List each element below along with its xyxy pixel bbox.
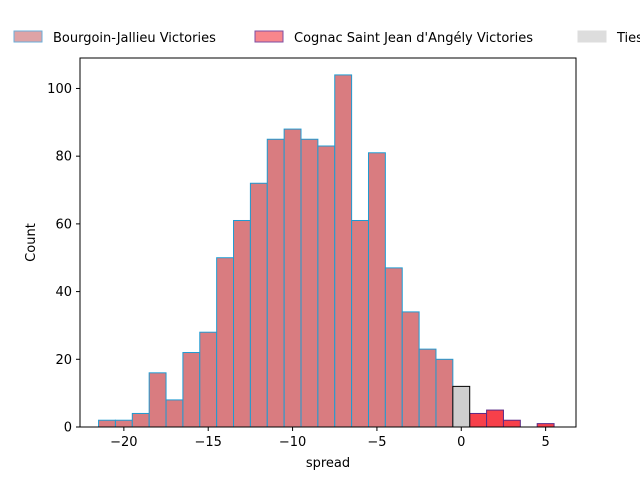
legend-swatch bbox=[577, 30, 607, 43]
y-tick-label: 60 bbox=[55, 217, 72, 232]
legend-item-3: Ties bbox=[577, 30, 640, 46]
bar-1-2 bbox=[114, 419, 133, 428]
bar-1-18 bbox=[384, 267, 403, 428]
y-axis-label: Count bbox=[24, 223, 39, 262]
bar-1-14 bbox=[317, 145, 336, 428]
legend: Bourgoin-Jallieu Victories Cognac Saint J… bbox=[13, 30, 640, 46]
bar-1-17 bbox=[367, 152, 386, 428]
y-axis-ticks: 0 20 40 60 80 100 bbox=[47, 82, 80, 436]
y-tick-label: 20 bbox=[55, 353, 72, 368]
y-tick-label: 100 bbox=[47, 82, 72, 97]
legend-swatch bbox=[13, 30, 43, 43]
legend-label: Ties bbox=[616, 31, 640, 46]
bar-1-8 bbox=[216, 257, 235, 428]
y-tick-label: 80 bbox=[55, 150, 72, 165]
x-tick-label: 0 bbox=[457, 435, 465, 450]
x-tick-label: −5 bbox=[367, 435, 386, 450]
legend-swatch bbox=[254, 30, 284, 43]
bar-1-13 bbox=[300, 138, 319, 428]
y-tick-label: 40 bbox=[55, 285, 72, 300]
bar-2-2 bbox=[486, 409, 504, 428]
bar-1-15 bbox=[334, 74, 353, 428]
bar-2-3 bbox=[502, 419, 521, 428]
bar-1-7 bbox=[199, 331, 218, 428]
x-tick-label: −15 bbox=[194, 435, 221, 450]
bar-1-4 bbox=[148, 372, 167, 428]
plot-frame bbox=[79, 57, 577, 428]
y-tick-label: 0 bbox=[64, 421, 72, 436]
bars bbox=[98, 74, 555, 428]
bar-1-3 bbox=[131, 412, 150, 428]
bar-1-16 bbox=[351, 219, 369, 428]
bar-1-21 bbox=[435, 358, 454, 428]
x-tick-label: −10 bbox=[279, 435, 306, 450]
x-tick-label: −20 bbox=[110, 435, 137, 450]
bar-1-11 bbox=[266, 138, 285, 428]
bar-1-10 bbox=[249, 182, 268, 428]
bar-1-5 bbox=[165, 399, 184, 428]
bar-1-12 bbox=[283, 128, 302, 428]
x-axis-label: spread bbox=[306, 456, 350, 471]
bar-2-1 bbox=[469, 412, 488, 428]
bar-1-19 bbox=[401, 311, 420, 428]
x-tick-label: 5 bbox=[541, 435, 549, 450]
legend-label: Cognac Saint Jean d'Angély Victories bbox=[294, 31, 533, 46]
bar-1-1 bbox=[98, 419, 116, 428]
legend-item-2: Cognac Saint Jean d'Angély Victories bbox=[254, 30, 533, 46]
bar-3-1 bbox=[452, 385, 471, 428]
bar-1-6 bbox=[182, 352, 201, 428]
bar-1-9 bbox=[233, 219, 251, 428]
bar-2-4 bbox=[536, 423, 555, 428]
bar-1-20 bbox=[418, 348, 437, 428]
x-axis-ticks: −20 −15 −10 −5 0 5 bbox=[110, 427, 550, 450]
legend-item-1: Bourgoin-Jallieu Victories bbox=[13, 30, 216, 46]
legend-label: Bourgoin-Jallieu Victories bbox=[53, 31, 216, 46]
